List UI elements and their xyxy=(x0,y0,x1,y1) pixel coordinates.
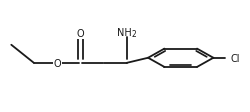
Text: O: O xyxy=(54,58,61,68)
Text: O: O xyxy=(76,29,84,39)
Text: NH: NH xyxy=(116,28,131,37)
Text: Cl: Cl xyxy=(230,53,239,63)
Text: 2: 2 xyxy=(131,29,136,38)
